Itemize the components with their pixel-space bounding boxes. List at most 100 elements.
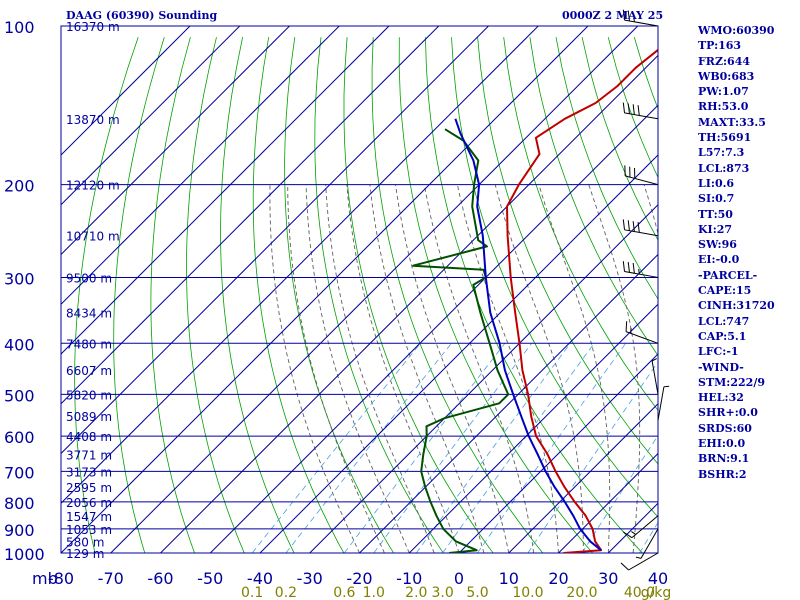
index-item: RH:53.0 (698, 100, 749, 114)
pressure-tick-label: 1000 (4, 545, 45, 564)
wind-barb-flag (622, 531, 633, 539)
index-item: SI:0.7 (698, 192, 735, 206)
dry-adiabat (371, 37, 544, 553)
wind-barb-half-flag (633, 16, 635, 22)
index-item: -PARCEL- (698, 268, 758, 282)
isotherm (508, 403, 659, 554)
isotherm (259, 154, 659, 554)
temperature-tick-label: 0 (454, 569, 464, 588)
height-label: 10710 m (66, 230, 120, 244)
wind-barb-flag (622, 9, 626, 21)
wind-barb (635, 528, 659, 559)
index-item: EHI:0.0 (698, 437, 746, 451)
wind-barb (622, 515, 659, 539)
mixing-ratio-unit: g/kg (641, 585, 672, 600)
pressure-tick-label: 400 (4, 335, 35, 354)
wind-barb (651, 358, 659, 395)
isotherm (607, 502, 659, 554)
pressure-tick-label: 800 (4, 494, 35, 513)
wind-barb-flag (627, 10, 630, 22)
wind-barb-staff (625, 331, 659, 344)
moist-adiabat (538, 184, 611, 553)
height-label: 3173 m (66, 465, 112, 479)
pressure-tick-label: 600 (4, 428, 35, 447)
height-label: 2056 m (66, 496, 112, 510)
wind-barb-staff (631, 515, 659, 539)
index-item: SHR+:0.0 (698, 406, 758, 420)
index-item: KI:27 (698, 222, 733, 236)
dry-adiabat (220, 37, 295, 553)
temperature-tick-label: -50 (197, 569, 223, 588)
wind-barbs-column (620, 9, 670, 571)
mixing-ratio-label: 0.2 (275, 585, 297, 600)
pressure-tick-label: 700 (4, 463, 35, 482)
mixing-ratio-label: 3.0 (432, 585, 454, 600)
height-label: 580 m (66, 535, 104, 549)
temperature-tick-label: 40 (648, 569, 668, 588)
temperature-tick-label: -40 (247, 569, 273, 588)
mixing-ratio-line (373, 343, 533, 553)
dewpoint-line (412, 128, 510, 553)
wind-barb-staff (640, 528, 659, 559)
wind-barb-half-flag (635, 556, 642, 559)
height-label: 1053 m (66, 523, 112, 537)
pressure-tick-label: 200 (4, 177, 35, 196)
wind-barb-staff (651, 360, 659, 395)
temperature-tick-label: -70 (98, 569, 124, 588)
isobar-isotherm-grid (60, 25, 659, 554)
moist-adiabat (643, 184, 658, 553)
dry-adiabat (314, 37, 444, 553)
index-item: LFC:-1 (698, 345, 739, 359)
wind-barb-flag (627, 220, 630, 231)
wind-barb-flag (620, 562, 629, 571)
height-label: 3771 m (66, 448, 112, 462)
wind-barb-staff (624, 112, 659, 120)
temperature-tick-label: 30 (598, 569, 618, 588)
temperature-line (506, 48, 658, 553)
height-label: 6607 m (66, 364, 112, 378)
index-item: PW:1.07 (698, 85, 749, 99)
wind-barb-staff (657, 386, 665, 421)
wind-barb-half-flag (631, 531, 637, 535)
wind-barb (657, 385, 670, 421)
isotherm (60, 25, 390, 355)
wind-barb-half-flag (651, 358, 657, 362)
dry-adiabat (150, 37, 196, 553)
height-label: 5089 m (66, 410, 112, 424)
wind-barb-staff (624, 271, 659, 278)
wind-barb-staff (624, 19, 659, 27)
isotherm (209, 104, 659, 554)
pressure-unit-label: mb (32, 569, 58, 588)
temperature-tick-label: -60 (147, 569, 173, 588)
temperature-tick-label: -30 (297, 569, 323, 588)
index-item: TT:50 (698, 207, 733, 221)
isotherm (309, 204, 659, 554)
index-item: EI:-0.0 (698, 253, 740, 267)
isotherm (60, 25, 489, 454)
isotherm (60, 25, 589, 554)
index-item: BRN:9.1 (698, 452, 750, 466)
index-item: HEL:32 (698, 391, 744, 405)
dry-adiabat (398, 37, 594, 553)
height-label: 13870 m (66, 113, 120, 127)
valid-time: 0000Z 2 MAY 25 (562, 9, 664, 22)
index-item: BSHR:2 (698, 467, 747, 481)
height-label: 4408 m (66, 430, 112, 444)
moist-adiabat (325, 184, 435, 553)
index-item: MAXT:33.5 (698, 115, 766, 129)
mixing-ratio-label: 0.6 (333, 585, 355, 600)
wind-barb-flag (632, 104, 635, 115)
wind-barb (622, 219, 659, 237)
indices-panel: WMO:60390 TP:163 FRZ:644 WB0:683 PW:1.07 RH:5… (698, 23, 798, 482)
index-item: TP:163 (698, 39, 742, 53)
index-item: SRDS:60 (698, 421, 752, 435)
isotherm (558, 453, 659, 554)
isotherm (359, 254, 659, 554)
index-item: TH:5691 (698, 131, 752, 145)
isotherm (60, 25, 290, 255)
dry-adiabat (186, 37, 245, 553)
moist-adiabat (369, 184, 485, 553)
height-label: 2595 m (66, 481, 112, 495)
mixing-ratio-label: 0.1 (241, 585, 263, 600)
dry-adiabat (113, 37, 165, 553)
